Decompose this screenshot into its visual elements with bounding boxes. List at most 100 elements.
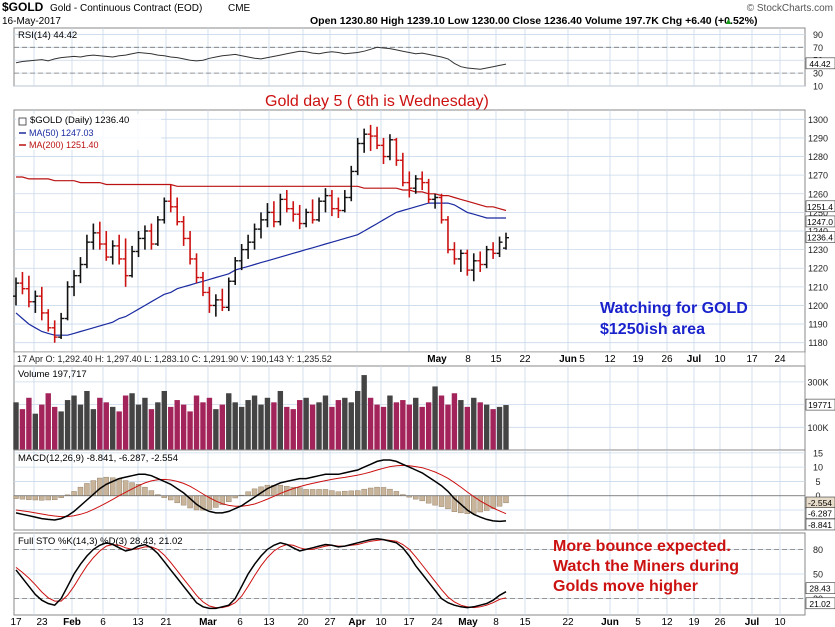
volume-bar (97, 397, 103, 450)
rsi-panel-frame (13, 27, 806, 87)
price-bar (451, 242, 458, 265)
price-bar (425, 178, 432, 204)
macd-histogram-bar (226, 495, 232, 502)
x-axis-label: Apr (348, 617, 365, 627)
x-axis-label: 22 (562, 617, 574, 627)
info-band: 17 Apr O: 1,292.40 H: 1,297.40 L: 1,283.… (13, 351, 806, 367)
volume-bar (264, 397, 271, 450)
price-legend: $GOLD (Daily) 1236.40 MA(50) 1247.03 MA(20… (16, 114, 161, 150)
macd-histogram-bar (329, 490, 335, 496)
price-bar (322, 188, 329, 213)
price-bar (386, 134, 393, 161)
x-axis-label: 24 (431, 617, 443, 627)
macd-histogram-bar (503, 495, 509, 504)
volume-bar (219, 404, 226, 450)
bottom-x-axis: 17 23 Feb 6 13 21 Mar 6 13 20 27 Apr 10 17 24 May 8 15 22 J… (10, 617, 786, 627)
volume-bar (90, 409, 97, 450)
y-tick-label: 100K (807, 423, 828, 433)
price-bar (90, 223, 97, 250)
macd-legend: MACD(12,26,9) -8.841, -6.287, -2.554 (18, 453, 178, 464)
price-bar (270, 201, 277, 228)
price-bar (32, 290, 39, 313)
volume-bar (232, 402, 238, 450)
y-tick-label: 50 (813, 570, 823, 580)
price-bar (225, 277, 232, 312)
ma50-line (15, 202, 506, 336)
volume-bar (26, 397, 32, 450)
price-bar (64, 281, 71, 321)
volume-bar (329, 406, 335, 450)
macd-histogram-bar (322, 489, 329, 496)
price-bar (432, 193, 439, 209)
price-bar-legend-icon (18, 117, 27, 126)
x-axis-label: 22 (519, 354, 531, 365)
price-bar (264, 203, 271, 228)
volume-bar (110, 406, 116, 450)
price-bar (212, 294, 219, 317)
ma50-value-label-box (805, 215, 835, 228)
volume-bar (142, 397, 148, 450)
volume-bar (503, 405, 509, 450)
price-bar (457, 249, 464, 272)
x-axis-label: 13 (263, 617, 275, 627)
price-bar (477, 251, 484, 272)
price-bar (122, 238, 129, 287)
y-tick-label: 1260 (808, 189, 828, 199)
x-axis-label: 13 (132, 617, 144, 627)
annotation-watch-2: $1250ish area (600, 321, 705, 338)
price-bar (238, 244, 245, 271)
macd-histogram-bar (303, 489, 309, 496)
volume-bar (348, 402, 354, 450)
volume-bar (251, 395, 258, 450)
macd-histogram-bar (348, 490, 354, 496)
y-tick-label: 300K (807, 377, 828, 387)
macd-histogram-bar (13, 495, 19, 499)
volume-bar (161, 390, 167, 450)
x-axis-label: 5 (635, 617, 641, 627)
volume-bar (445, 404, 451, 450)
volume-bar (226, 393, 232, 450)
volume-bar (451, 393, 458, 450)
volume-bar (316, 402, 322, 450)
macd-histogram-bar (148, 490, 155, 496)
stochastic-k-value: 28.43 (809, 584, 831, 594)
volume-bar (296, 400, 303, 450)
last-close-label: 1236.4 (807, 233, 833, 243)
x-axis-label: 12 (661, 617, 673, 627)
volume-bar (213, 409, 219, 450)
macd-panel: -5051015MACD(12,26,9) -8.841, -6.287, -2… (13, 448, 835, 531)
y-tick-label: 90 (813, 30, 823, 40)
price-bar (503, 232, 509, 250)
volume-bar (148, 409, 155, 450)
x-axis-label: 17 (403, 617, 415, 627)
ohlc-summary: Open 1230.80 High 1239.10 Low 1230.00 Cl… (310, 15, 757, 27)
macd-value: -8.841 (808, 520, 832, 530)
volume-bar (271, 402, 277, 450)
macd-histogram-bar (174, 495, 180, 504)
stochastic-legend: Full STO %K(14,3) %D(3) 28.43, 21.02 (18, 536, 183, 547)
macd-histogram-bar (445, 495, 451, 510)
macd-histogram-bar (103, 476, 109, 496)
change-up-arrow-icon: ▲ (724, 16, 733, 26)
macd-histogram-bar (180, 495, 187, 506)
macd-histogram-bar (374, 486, 380, 496)
y-tick-label: 1190 (808, 320, 827, 330)
macd-histogram-bar (335, 491, 342, 496)
price-bar (348, 165, 355, 202)
annotation-top: Gold day 5 ( 6th is Wednesday) (265, 93, 489, 110)
macd-histogram-bar (116, 478, 122, 496)
price-bar (180, 216, 187, 246)
stochastic-d-line (15, 539, 507, 609)
macd-histogram-bar (496, 495, 503, 507)
x-axis-label: 12 (604, 354, 616, 365)
volume-bar (406, 404, 412, 450)
volume-bar (361, 375, 367, 450)
x-axis-label: 26 (714, 617, 726, 627)
rsi-legend: RSI(14) 44.42 (18, 30, 77, 41)
price-bar (328, 190, 335, 217)
price-bar (96, 221, 103, 250)
price-bar (335, 197, 342, 218)
volume-bar (374, 404, 380, 450)
y-tick-label: 5 (815, 477, 820, 487)
macd-histogram-bar (438, 495, 445, 507)
